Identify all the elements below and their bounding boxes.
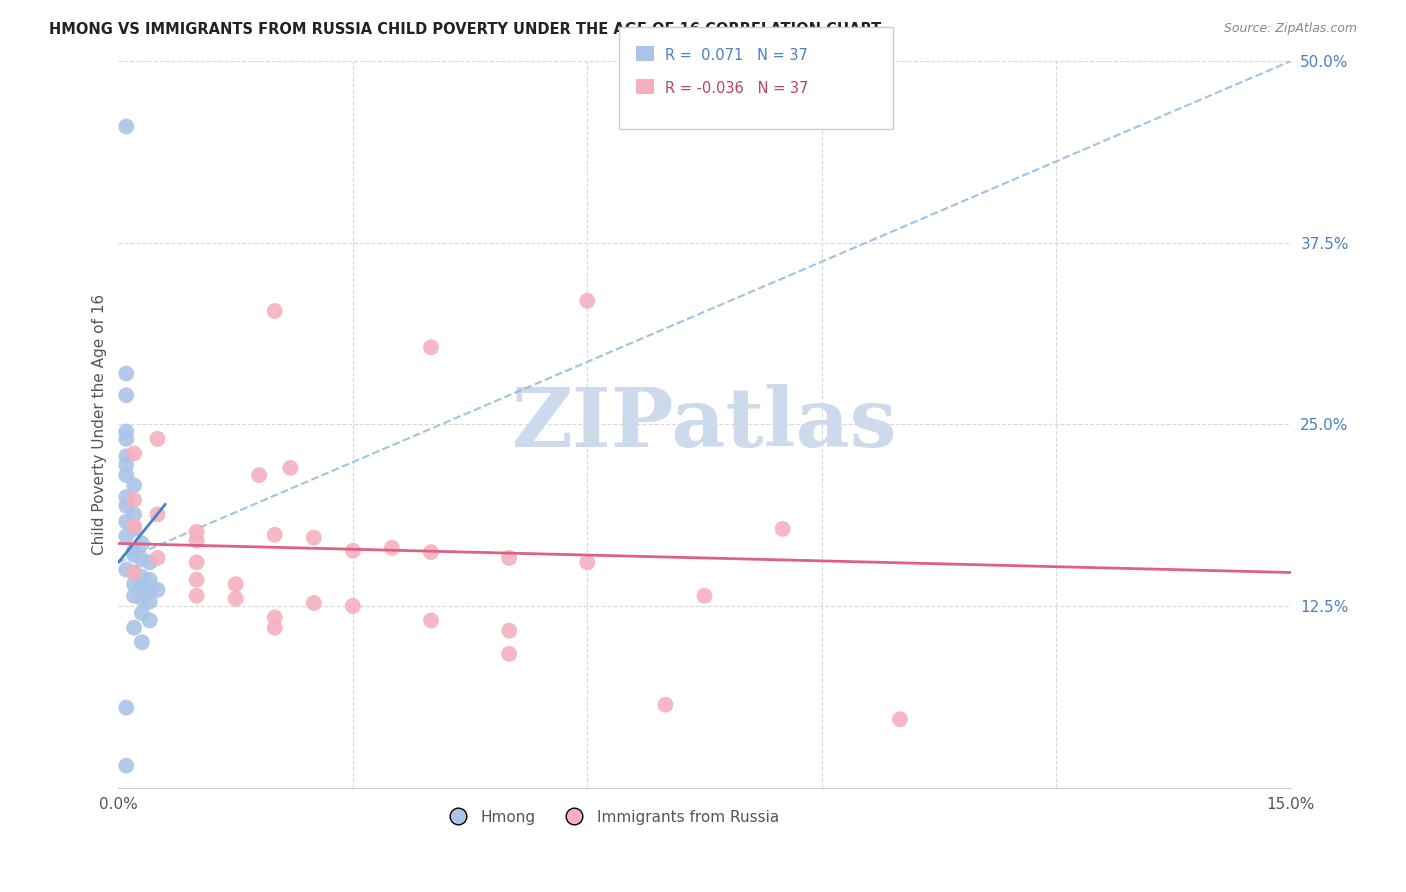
Point <box>263 610 285 624</box>
Point <box>115 563 138 577</box>
Point <box>122 577 145 591</box>
Point <box>186 555 208 569</box>
Point <box>498 647 520 661</box>
Point <box>225 577 247 591</box>
Point <box>186 589 208 603</box>
Point <box>420 614 443 628</box>
Point <box>122 566 145 580</box>
Text: ZIPatlas: ZIPatlas <box>512 384 897 465</box>
Point <box>247 468 270 483</box>
Point <box>122 446 145 460</box>
Point <box>772 522 794 536</box>
Point <box>122 621 145 635</box>
Point <box>146 551 169 566</box>
Point <box>889 712 911 726</box>
Point <box>131 570 153 584</box>
Point <box>146 582 169 597</box>
Point <box>342 599 364 613</box>
Text: HMONG VS IMMIGRANTS FROM RUSSIA CHILD POVERTY UNDER THE AGE OF 16 CORRELATION CH: HMONG VS IMMIGRANTS FROM RUSSIA CHILD PO… <box>49 22 882 37</box>
Point <box>138 614 160 628</box>
Text: Source: ZipAtlas.com: Source: ZipAtlas.com <box>1223 22 1357 36</box>
Point <box>122 519 145 533</box>
Y-axis label: Child Poverty Under the Age of 16: Child Poverty Under the Age of 16 <box>93 293 107 555</box>
Point <box>115 450 138 464</box>
Point <box>498 551 520 566</box>
Point <box>302 531 325 545</box>
Point <box>115 432 138 446</box>
Point <box>115 490 138 504</box>
Point <box>280 461 302 475</box>
Point <box>186 533 208 548</box>
Point <box>225 591 247 606</box>
Point <box>131 591 153 606</box>
Point <box>122 508 145 522</box>
Point <box>115 425 138 439</box>
Point <box>131 635 153 649</box>
Point <box>122 566 145 580</box>
Legend: Hmong, Immigrants from Russia: Hmong, Immigrants from Russia <box>436 804 785 830</box>
Point <box>131 606 153 620</box>
Point <box>498 624 520 638</box>
Point <box>122 589 145 603</box>
Point <box>138 555 160 569</box>
Point <box>122 548 145 562</box>
Point <box>115 499 138 513</box>
Point <box>654 698 676 712</box>
Point <box>146 508 169 522</box>
Text: R =  0.071   N = 37: R = 0.071 N = 37 <box>665 48 808 62</box>
Point <box>138 594 160 608</box>
Point <box>138 582 160 597</box>
Point <box>115 367 138 381</box>
Point <box>263 621 285 635</box>
Point <box>131 552 153 566</box>
Point <box>693 589 716 603</box>
Point <box>122 478 145 492</box>
Point <box>263 527 285 541</box>
Point <box>115 758 138 772</box>
Point <box>115 388 138 402</box>
Point <box>420 545 443 559</box>
Point <box>131 580 153 594</box>
Point <box>381 541 404 555</box>
Point <box>122 492 145 507</box>
Point <box>186 524 208 539</box>
Point <box>115 700 138 714</box>
Point <box>115 120 138 134</box>
Point <box>263 304 285 318</box>
Point <box>576 293 599 308</box>
Point <box>146 432 169 446</box>
Point <box>115 468 138 483</box>
Point <box>115 458 138 472</box>
Point <box>138 573 160 587</box>
Point <box>122 543 145 558</box>
Point <box>576 555 599 569</box>
Point <box>115 515 138 529</box>
Point <box>302 596 325 610</box>
Point <box>131 536 153 550</box>
Point <box>115 529 138 543</box>
Point <box>186 573 208 587</box>
Point <box>342 543 364 558</box>
Point <box>420 340 443 354</box>
Point <box>122 522 145 536</box>
Text: R = -0.036   N = 37: R = -0.036 N = 37 <box>665 81 808 95</box>
